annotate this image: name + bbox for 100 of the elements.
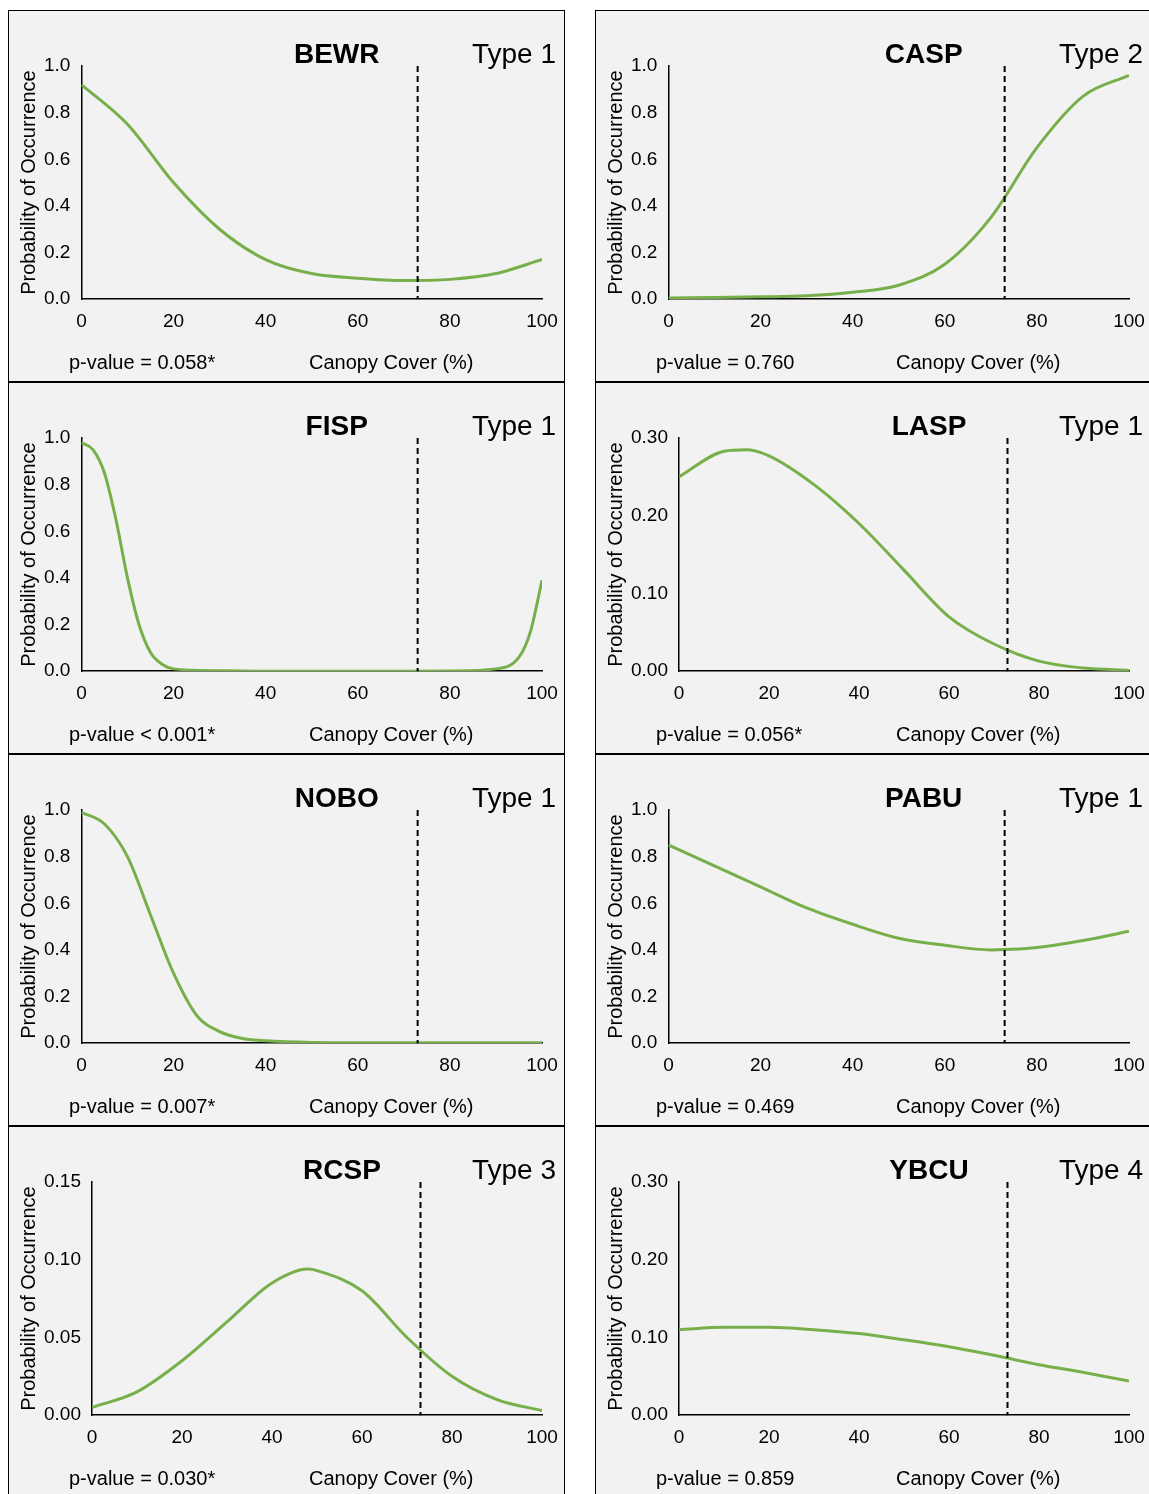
x-tick-label: 0 — [673, 1425, 685, 1447]
x-axis-title: Canopy Cover (%) — [896, 351, 1061, 374]
x-tick-label: 80 — [1028, 681, 1050, 703]
x-tick-label: 100 — [1113, 309, 1145, 331]
y-tick-label: 0.8 — [43, 844, 71, 866]
x-tick-label: 20 — [758, 1425, 780, 1447]
x-axis-title: Canopy Cover (%) — [896, 1467, 1061, 1490]
text: p-value = 0.056* — [656, 723, 803, 746]
x-tick-label: 60 — [934, 309, 956, 331]
line-series — [678, 1325, 1129, 1383]
y-axis-title: Probability of Occurrence — [603, 1186, 626, 1411]
y-tick-label: 0.4 — [630, 938, 658, 960]
x-tick-label: 100 — [1113, 1425, 1145, 1447]
y-tick-label: 0.00 — [631, 1403, 668, 1425]
y-tick-label: 0.8 — [630, 844, 658, 866]
x-tick-label: 40 — [255, 1053, 277, 1075]
text: p-value = 0.760 — [656, 351, 795, 374]
x-tick-label: 20 — [171, 1425, 193, 1447]
y-tick-label: 0.00 — [44, 1403, 81, 1425]
x-tick-label: 20 — [749, 1053, 772, 1075]
y-tick-label: 0.20 — [631, 503, 668, 525]
annotation: Type 3 — [471, 1154, 556, 1185]
annotation: Type 1 — [1058, 782, 1143, 813]
text: p-value = 0.030* — [69, 1467, 216, 1490]
y-tick-label: 0.0 — [43, 1031, 71, 1053]
y-tick-label: 0.4 — [43, 566, 71, 588]
annotation: Type 2 — [1058, 38, 1143, 69]
y-tick-label: 1.0 — [630, 798, 658, 820]
x-axis-title: Canopy Cover (%) — [309, 351, 474, 374]
x-tick-label: 60 — [938, 681, 960, 703]
line-series — [81, 83, 542, 283]
y-axis-title: Probability of Occurrence — [603, 442, 626, 667]
y-tick-label: 0.2 — [43, 612, 71, 634]
chart-title: PABU — [885, 782, 963, 813]
x-tick-label: 80 — [1026, 1053, 1048, 1075]
y-tick-label: 0.6 — [630, 147, 658, 169]
y-tick-label: 0.6 — [43, 147, 71, 169]
x-tick-label: 80 — [1026, 309, 1048, 331]
y-tick-label: 0.05 — [44, 1325, 81, 1347]
y-tick-label: 1.0 — [43, 426, 71, 448]
x-axis-title: Canopy Cover (%) — [896, 723, 1061, 746]
y-tick-label: 0.2 — [43, 240, 71, 262]
x-tick-label: 60 — [938, 1425, 960, 1447]
y-axis-title: Probability of Occurrence — [16, 442, 39, 667]
x-tick-label: 40 — [842, 1053, 864, 1075]
y-axis-title: Probability of Occurrence — [16, 1186, 39, 1411]
x-tick-label: 20 — [162, 681, 185, 703]
y-tick-label: 0.4 — [630, 194, 658, 216]
y-tick-label: 0.6 — [43, 519, 71, 541]
y-tick-label: 0.2 — [43, 984, 71, 1006]
x-tick-label: 40 — [255, 309, 277, 331]
x-tick-label: 100 — [526, 1053, 558, 1075]
x-tick-label: 60 — [351, 1425, 373, 1447]
y-axis-title: Probability of Occurrence — [603, 814, 626, 1039]
y-tick-label: 0.2 — [630, 984, 658, 1006]
x-axis-title: Canopy Cover (%) — [309, 723, 474, 746]
x-axis-title: Canopy Cover (%) — [309, 1095, 474, 1118]
text: p-value = 0.859 — [656, 1467, 795, 1490]
y-tick-label: 0.10 — [631, 581, 668, 603]
text: p-value = 0.469 — [656, 1095, 795, 1118]
y-tick-label: 0.20 — [631, 1247, 668, 1269]
chart-title: YBCU — [889, 1154, 969, 1185]
annotation: Type 1 — [1058, 410, 1143, 441]
y-tick-label: 0.4 — [43, 194, 71, 216]
x-tick-label: 100 — [526, 309, 558, 331]
y-tick-label: 0.6 — [630, 891, 658, 913]
x-tick-label: 80 — [441, 1425, 463, 1447]
x-tick-label: 0 — [76, 309, 87, 331]
x-tick-label: 100 — [1113, 1053, 1145, 1075]
annotation: Type 1 — [471, 38, 556, 69]
chart-title: RCSP — [303, 1154, 381, 1185]
x-tick-label: 40 — [261, 1425, 283, 1447]
y-tick-label: 0.00 — [631, 659, 668, 681]
y-tick-label: 0.0 — [630, 1031, 658, 1053]
annotation: Type 1 — [471, 410, 556, 441]
x-tick-label: 60 — [347, 309, 369, 331]
x-axis-title: Canopy Cover (%) — [309, 1467, 474, 1490]
text: p-value = 0.058* — [69, 351, 216, 374]
chart-title: LASP — [891, 410, 967, 441]
x-tick-label: 80 — [1028, 1425, 1050, 1447]
annotation: Type 1 — [471, 782, 556, 813]
y-tick-label: 0.15 — [44, 1170, 81, 1192]
text: p-value < 0.001* — [69, 723, 216, 746]
line-series — [668, 843, 1129, 952]
y-tick-label: 0.30 — [631, 1170, 668, 1192]
y-axis-title: Probability of Occurrence — [16, 70, 39, 295]
x-tick-label: 0 — [673, 681, 685, 703]
chart-title: BEWR — [293, 38, 380, 69]
y-tick-label: 0.0 — [43, 659, 71, 681]
x-tick-label: 40 — [842, 309, 864, 331]
x-tick-label: 20 — [749, 309, 772, 331]
y-axis-title: Probability of Occurrence — [16, 814, 39, 1039]
x-tick-label: 0 — [76, 1053, 87, 1075]
y-tick-label: 0.30 — [631, 426, 668, 448]
y-tick-label: 0.8 — [630, 100, 658, 122]
y-tick-label: 0.8 — [43, 100, 71, 122]
x-tick-label: 60 — [934, 1053, 956, 1075]
x-tick-label: 60 — [347, 681, 369, 703]
y-tick-label: 0.0 — [630, 287, 658, 309]
y-tick-label: 0.0 — [43, 287, 71, 309]
